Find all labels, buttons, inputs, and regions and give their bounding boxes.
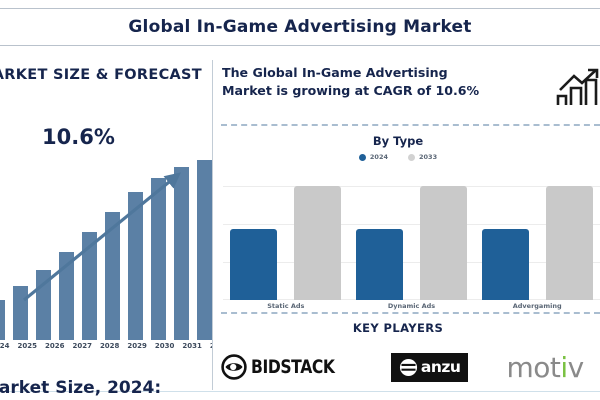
gridline xyxy=(223,262,600,263)
logo-motive-prefix: mot xyxy=(506,350,561,384)
axis-tick: 2031 xyxy=(182,342,202,350)
legend-dot-2024 xyxy=(358,153,366,161)
logo-motive: motiv xyxy=(506,350,585,384)
axis-tick: 2025 xyxy=(17,342,37,350)
forecast-bar xyxy=(105,212,120,340)
by-type-bar-chart xyxy=(223,186,600,300)
by-type-axis-labels: Static Ads Dynamic Ads Advergaming xyxy=(223,302,600,310)
cagr-headline-row: The Global In-Game Advertising Market is… xyxy=(222,64,600,108)
cagr-badge: 10.6% xyxy=(42,125,115,149)
page-header: Global In-Game Advertising Market xyxy=(0,8,600,46)
axis-tick: 2029 xyxy=(127,342,147,350)
insights-panel: The Global In-Game Advertising Market is… xyxy=(213,50,600,400)
forecast-bar xyxy=(197,160,212,340)
legend-label: 2024 xyxy=(369,153,388,161)
section-separator-bottom xyxy=(221,312,600,314)
forecast-bar xyxy=(82,232,97,340)
key-players-title: KEY PLAYERS xyxy=(352,321,444,335)
bar-2033 xyxy=(420,186,467,300)
logo-bidstack-text: BIDSTACK xyxy=(251,356,335,378)
axis-tick: Dynamic Ads xyxy=(387,302,436,310)
by-type-groups xyxy=(223,186,600,300)
bar-2033 xyxy=(294,186,342,300)
bar-2024 xyxy=(230,229,278,300)
forecast-bar xyxy=(13,286,28,340)
axis-tick: 2028 xyxy=(99,342,120,350)
logo-motive-text: motiv xyxy=(506,350,585,384)
legend-item: 2033 xyxy=(408,153,437,161)
gridline xyxy=(223,299,600,300)
bar-2033 xyxy=(545,186,593,300)
forecast-axis-labels: 2024 2025 2026 2027 2028 2029 2030 2031 … xyxy=(0,342,212,350)
forecast-bar xyxy=(174,167,189,340)
logo-bidstack: BIDSTACK xyxy=(221,354,353,380)
gridline xyxy=(223,186,600,187)
logo-anzu-text: anzu xyxy=(420,358,461,376)
market-size-year: Market Size, 2024: xyxy=(0,378,162,398)
type-group-dynamic-ads xyxy=(349,186,475,300)
cagr-headline: The Global In-Game Advertising Market is… xyxy=(222,65,480,99)
by-type-legend: 2024 2033 xyxy=(213,153,583,161)
footer-rule xyxy=(0,391,600,392)
forecast-bar xyxy=(36,269,51,340)
axis-tick: 2027 xyxy=(72,342,92,350)
panel-divider xyxy=(212,60,213,390)
legend-label: 2033 xyxy=(419,153,438,161)
legend-item: 2024 xyxy=(358,153,388,161)
market-size-callout: Market Size, 2024: USD 9,066.93 Million xyxy=(0,378,182,400)
forecast-bar xyxy=(151,178,166,340)
logo-motive-suffix: v xyxy=(567,350,585,384)
by-type-title: By Type xyxy=(372,134,424,148)
axis-tick: 2032 xyxy=(210,342,212,350)
forecast-bar xyxy=(0,300,5,340)
anzu-mark-icon xyxy=(399,358,417,376)
axis-tick: Static Ads xyxy=(267,302,305,310)
growth-chart-icon xyxy=(556,68,599,105)
axis-tick: 2026 xyxy=(44,342,65,350)
section-separator-top xyxy=(221,124,600,126)
bidstack-eye-icon xyxy=(221,354,247,380)
page-title: Global In-Game Advertising Market xyxy=(128,17,472,37)
forecast-bar xyxy=(128,192,143,340)
bar-2024 xyxy=(481,229,529,300)
type-group-static-ads xyxy=(223,186,349,300)
gridline xyxy=(223,224,600,225)
type-group-advergaming xyxy=(474,186,600,300)
forecast-bar-chart xyxy=(0,160,212,340)
logo-motive-accent-letter: i xyxy=(560,350,568,384)
bar-2024 xyxy=(356,229,403,300)
forecast-bars xyxy=(0,160,212,340)
market-size-forecast-label: MARKET SIZE & FORECAST xyxy=(0,67,202,83)
key-players-logos: BIDSTACK anzu motiv xyxy=(221,341,600,393)
axis-tick: 2024 xyxy=(0,342,10,350)
logo-anzu: anzu xyxy=(390,352,469,382)
market-size-forecast-panel: MARKET SIZE & FORECAST 10.6% 2024 2025 xyxy=(0,50,212,400)
forecast-bar xyxy=(59,251,74,340)
legend-dot-2033 xyxy=(408,153,415,161)
axis-tick: 2030 xyxy=(154,342,175,350)
axis-tick: Advergaming xyxy=(512,302,562,310)
